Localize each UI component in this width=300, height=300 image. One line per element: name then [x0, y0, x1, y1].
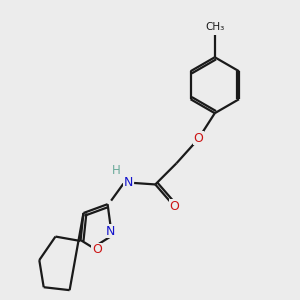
Text: O: O	[169, 200, 179, 213]
Text: N: N	[124, 176, 134, 190]
Text: O: O	[194, 132, 203, 145]
Text: CH₃: CH₃	[205, 22, 224, 32]
Text: N: N	[106, 225, 115, 238]
Text: O: O	[92, 243, 102, 256]
Text: H: H	[112, 164, 121, 177]
